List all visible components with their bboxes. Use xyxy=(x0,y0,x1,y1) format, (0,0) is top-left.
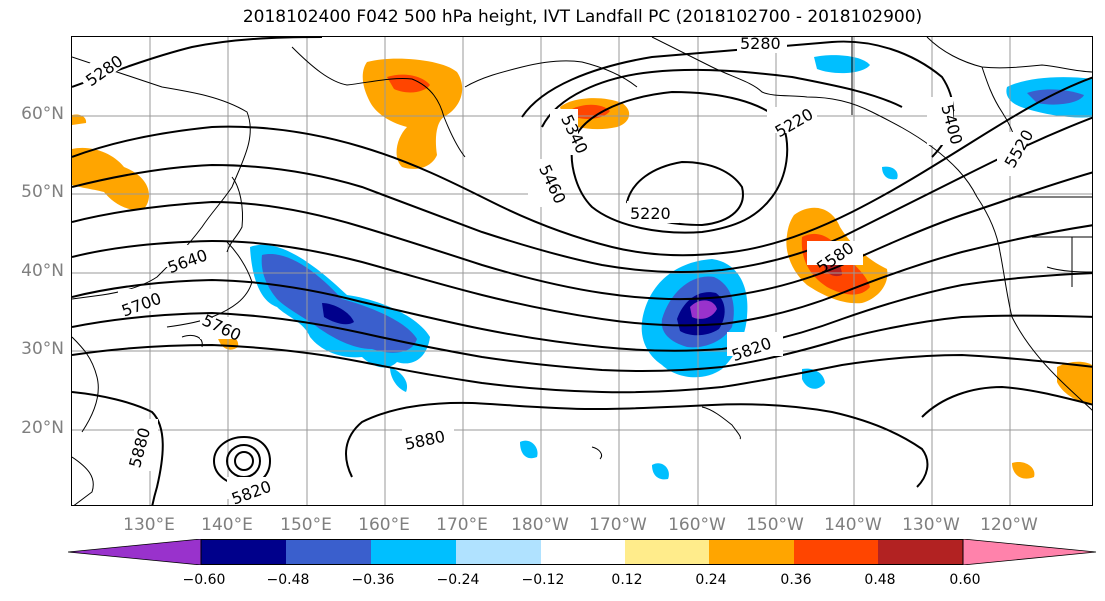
contour-5580 xyxy=(72,171,1092,301)
map-panel: 5280 5280 5400 5520 5340 5460 5220 5220 … xyxy=(71,36,1093,506)
lon-label-140e: 140°E xyxy=(201,515,253,535)
map-title: 2018102400 F042 500 hPa height, IVT Land… xyxy=(242,7,923,27)
lat-label-60n: 60°N xyxy=(21,104,64,124)
colorbar-tick-10: 0.60 xyxy=(949,572,981,588)
lon-label-150w: 150°W xyxy=(746,515,804,535)
lat-label-50n: 50°N xyxy=(21,182,64,202)
lon-label-130w: 130°W xyxy=(902,515,960,535)
colorbar-segment-6 xyxy=(625,539,709,565)
contour-5340 xyxy=(541,68,903,128)
lon-label-170w: 170°W xyxy=(589,515,647,535)
contour-5700 xyxy=(72,272,1092,352)
colorbar-tick-5: −0.12 xyxy=(521,572,565,588)
colorbar-tick-2: −0.48 xyxy=(266,572,310,588)
lat-label-30n: 30°N xyxy=(21,339,64,359)
graticule xyxy=(72,37,1092,505)
colorbar-tick-9: 0.48 xyxy=(864,572,896,588)
colorbar-tick-6: 0.12 xyxy=(611,572,643,588)
contour-5880 xyxy=(72,391,164,505)
colorbar-tick-7: 0.24 xyxy=(695,572,727,588)
colorbar-segment-1 xyxy=(201,539,286,565)
colorbar-segment-9 xyxy=(878,539,963,565)
lon-label-130e: 130°E xyxy=(123,515,175,535)
colorbar-tick-4: −0.24 xyxy=(436,572,480,588)
colorbar-segment-8 xyxy=(794,539,878,565)
lat-label-20n: 20°N xyxy=(21,418,64,438)
lon-label-180w: 180°W xyxy=(511,515,569,535)
colorbar-segment-7 xyxy=(709,539,794,565)
contour-5400 xyxy=(521,40,954,158)
contour-label-5280-n: 5280 xyxy=(740,37,781,53)
contour-5520 xyxy=(72,116,1092,274)
height-contours xyxy=(72,37,1092,505)
lon-label-160w: 160°W xyxy=(668,515,726,535)
colorbar-segment-4 xyxy=(456,539,541,565)
positive-anomaly-bering xyxy=(72,98,1092,479)
contour-5760 xyxy=(72,311,1092,372)
contour-5880-ne xyxy=(921,385,1092,418)
contour-5880-east xyxy=(345,401,929,488)
colorbar-segment-2 xyxy=(286,539,371,565)
lon-label-170e: 170°E xyxy=(436,515,488,535)
contour-label-5220-s: 5220 xyxy=(630,204,671,223)
colorbar-tick-8: 0.36 xyxy=(780,572,812,588)
coastlines xyxy=(72,37,1092,505)
contour-5280-low xyxy=(570,90,789,234)
lon-label-140w: 140°W xyxy=(824,515,882,535)
contour-5640 xyxy=(72,224,1092,327)
colorbar-segment-under xyxy=(68,539,202,565)
colorbar-segment-5 xyxy=(541,539,625,565)
contour-5460 xyxy=(72,76,1092,257)
contour-5820 xyxy=(72,343,1092,394)
colorbar xyxy=(68,539,1097,565)
lon-label-120w: 120°W xyxy=(980,515,1038,535)
colorbar-segment-3 xyxy=(371,539,456,565)
colorbar-tick-1: −0.60 xyxy=(182,572,226,588)
colorbar-tick-3: −0.36 xyxy=(351,572,395,588)
colorbar-segment-over xyxy=(962,539,1097,565)
lat-label-40n: 40°N xyxy=(21,261,64,281)
map-canvas: 5280 5280 5400 5520 5340 5460 5220 5220 … xyxy=(72,37,1092,505)
lon-label-150e: 150°E xyxy=(280,515,332,535)
negative-anomaly-central-pacific xyxy=(641,259,825,389)
lon-label-160e: 160°E xyxy=(358,515,410,535)
contour-labels: 5280 5280 5400 5520 5340 5460 5220 5220 … xyxy=(76,37,1037,505)
